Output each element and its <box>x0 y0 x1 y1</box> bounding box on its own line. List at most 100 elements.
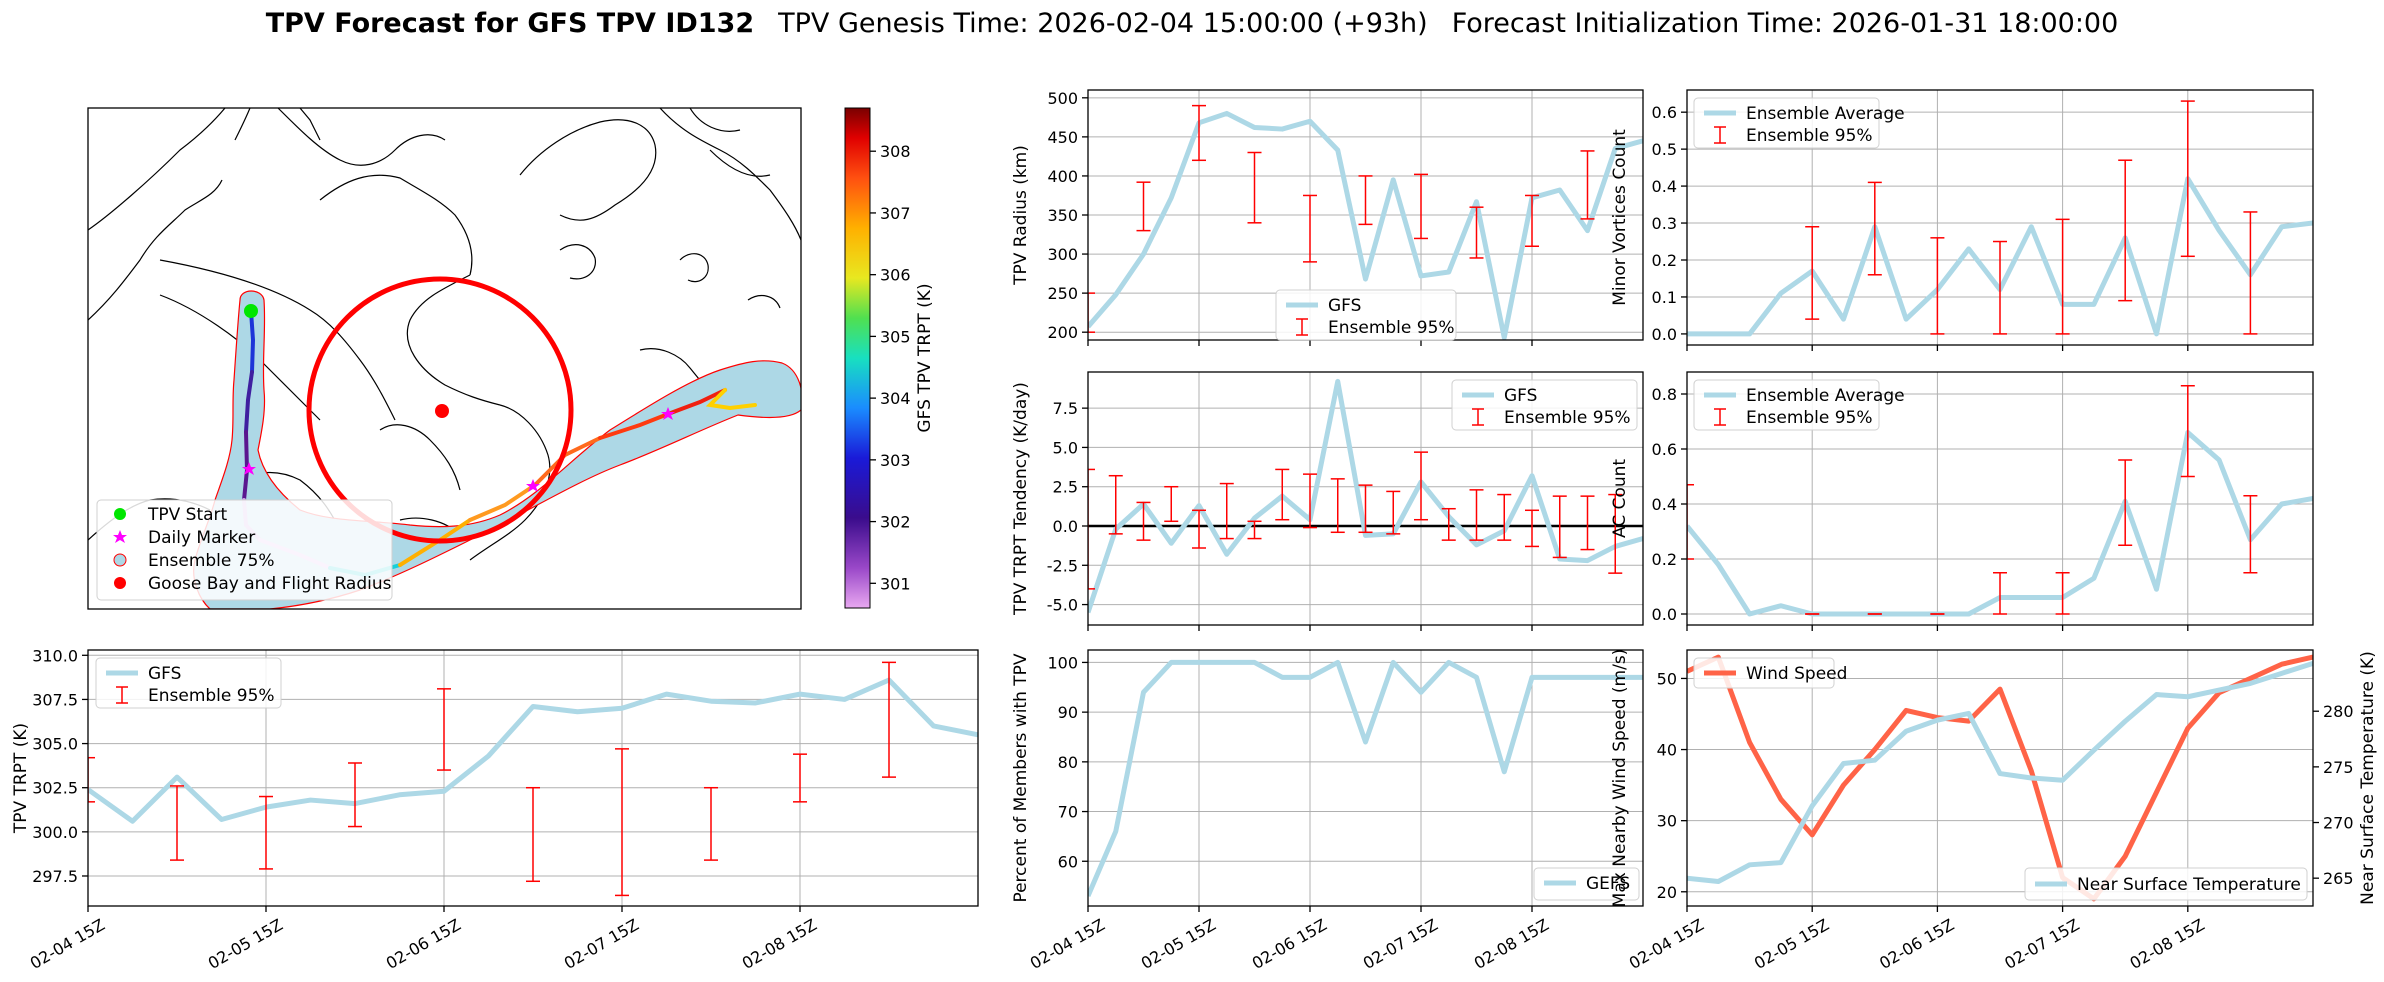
goose-bay-flight-radius <box>306 276 574 544</box>
error-bar <box>1247 151 1262 224</box>
legend-daily-label: Daily Marker <box>148 528 255 548</box>
gfs-line <box>88 677 978 824</box>
error-bar <box>1552 495 1567 559</box>
error-bar <box>1993 240 2007 335</box>
error-bar <box>1275 468 1290 521</box>
error-bar <box>1303 194 1317 263</box>
plot-area <box>1088 104 1643 340</box>
x-tick-label: 02-05 15Z <box>205 915 286 973</box>
y-tick-label: 310.0 <box>32 646 78 665</box>
plot-area <box>1687 385 2313 617</box>
legend-wind-label: Wind Speed <box>1746 664 1847 684</box>
x-tick-label: 02-05 15Z <box>1138 915 1219 973</box>
members-chart: 60 70 80 90 100 Percent of Members with TPV 02… <box>1011 649 1644 973</box>
error-bar <box>1580 495 1595 551</box>
error-bar <box>2118 159 2133 302</box>
colorbar-tick-label: 304 <box>880 389 911 408</box>
y-tick-label: 0.0 <box>1652 325 1677 344</box>
y-tick-label: -2.5 <box>1047 556 1078 575</box>
colorbar-tick-label: 307 <box>880 204 911 223</box>
daily-marker <box>661 407 675 420</box>
minor-vortices-chart: 0.0 0.1 0.2 0.3 0.4 0.5 0.6 Minor Vortices Coun… <box>1610 89 2314 351</box>
y-tick-label: 80 <box>1058 753 1078 772</box>
y-tick-label: 0.6 <box>1652 440 1677 459</box>
x-tick-label: 02-04 15Z <box>27 915 108 973</box>
y-axis-label: Percent of Members with TPV <box>1011 653 1031 902</box>
y-tick-label: 250 <box>1047 284 1078 303</box>
temperature-line <box>1687 660 2313 885</box>
error-bar <box>1192 509 1206 549</box>
error-bar <box>1608 493 1623 574</box>
axes-frame <box>1686 371 2314 626</box>
error-bar <box>1414 451 1428 521</box>
y-axis-label: TPV TRPT Tendency (K/day) <box>1011 382 1031 616</box>
legend-errorbar-label: Ensemble 95% <box>1746 408 1873 428</box>
y-tick-label: 0.3 <box>1652 214 1677 233</box>
colorbar-tick-label: 306 <box>880 266 911 285</box>
error-bar <box>1330 478 1345 534</box>
axes-frame <box>1686 89 2314 346</box>
x-tick-label: 02-05 15Z <box>1751 915 1832 973</box>
daily-markers <box>242 407 675 492</box>
tendency-chart: -5.0 -2.5 0.0 2.5 5.0 7.5 TPV TRPT Tendency (K… <box>1011 371 1644 631</box>
gfs-line <box>1088 110 1643 340</box>
error-bar <box>2180 100 2195 258</box>
legend-errorbar-label: Ensemble 95% <box>1328 318 1455 338</box>
title-genesis: TPV Genesis Time: 2026-02-04 15:00:00 (+… <box>777 8 1428 39</box>
error-bar <box>1136 501 1151 541</box>
error-bar <box>793 753 807 803</box>
y-tick-label: 0.0 <box>1053 517 1078 536</box>
daily-marker <box>242 462 256 475</box>
error-bar <box>2055 218 2070 335</box>
x-tick-label: 02-06 15Z <box>383 915 464 973</box>
legend-box <box>1275 289 1457 341</box>
error-bar <box>1386 490 1401 535</box>
legend-goose-icon <box>114 577 126 589</box>
y-right-tick-label: 270 <box>2323 814 2354 833</box>
legend-ensemble-label: Ensemble 75% <box>148 551 275 571</box>
axes-frame <box>1087 371 1644 626</box>
tpv-start-marker <box>244 304 258 318</box>
error-bar <box>1930 237 1945 335</box>
error-bar <box>1867 181 1882 276</box>
y-tick-label: 90 <box>1058 703 1078 722</box>
legend-start-icon <box>114 508 126 520</box>
map-legend: TPV Start Daily Marker Ensemble 75% Goos… <box>96 499 393 601</box>
title-init: Forecast Initialization Time: 2026-01-31… <box>1452 8 2119 39</box>
y-axis-label: Minor Vortices Count <box>1610 129 1630 306</box>
error-bar <box>1358 175 1373 226</box>
error-bar <box>1247 520 1262 540</box>
colorbar-tick-label: 305 <box>880 327 911 346</box>
error-bar <box>1805 225 1820 320</box>
y-axis-label: TPV TRPT (K) <box>11 723 31 834</box>
y-tick-label: 7.5 <box>1053 399 1078 418</box>
error-bar <box>2243 495 2258 574</box>
y-tick-label: 20 <box>1657 883 1677 902</box>
x-tick-label: 02-07 15Z <box>561 915 642 973</box>
colorbar-tick-label: 308 <box>880 142 911 161</box>
error-bar <box>1136 181 1151 232</box>
colorbar-tick-label: 302 <box>880 513 911 532</box>
error-bar <box>1088 292 1095 333</box>
error-bar <box>437 688 451 771</box>
legend-errorbar-label: Ensemble 95% <box>1746 126 1873 146</box>
y-tick-label: 400 <box>1047 167 1078 186</box>
y-tick-label: 500 <box>1047 89 1078 108</box>
legend-line-label: Ensemble Average <box>1746 386 1905 406</box>
error-bar <box>1192 104 1206 162</box>
y-axis-label: Max Nearby Wind Speed (m/s) <box>1610 649 1630 908</box>
legend-ensemble-icon <box>113 553 127 567</box>
y-tick-label: 300 <box>1047 245 1078 264</box>
legend-box <box>1533 867 1640 901</box>
y-tick-label: 100 <box>1047 653 1078 672</box>
error-bar <box>1580 150 1595 220</box>
y-right-tick-label: 275 <box>2323 758 2354 777</box>
tpv-track-map: TPV Start Daily Marker Ensemble 75% Goos… <box>87 107 935 610</box>
legend-goose-label: Goose Bay and Flight Radius <box>148 574 392 594</box>
y-tick-label: 297.5 <box>32 867 78 886</box>
error-bar <box>88 756 95 803</box>
colorbar-ticks: 301 302 303 304 305 306 307 308 <box>870 142 911 593</box>
plot-area <box>88 661 978 897</box>
